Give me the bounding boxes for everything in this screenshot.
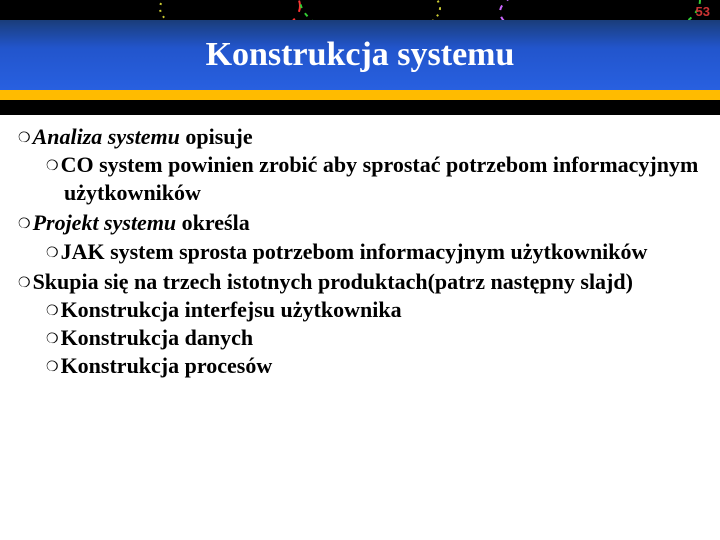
bullet-text: Skupia się na trzech istotnych produktac… bbox=[33, 269, 633, 294]
bullet-text: system powinien zrobić aby sprostać potr… bbox=[64, 152, 698, 205]
bullet-level2: ❍Konstrukcja procesów bbox=[46, 352, 702, 380]
title-underline bbox=[0, 90, 720, 102]
bullet-level2: ❍CO system powinien zrobić aby sprostać … bbox=[46, 151, 702, 207]
bullet-text: opisuje bbox=[180, 124, 253, 149]
bullet-text: Konstrukcja danych bbox=[61, 325, 254, 350]
bullet-level1: ❍Analiza systemu opisuje bbox=[18, 123, 702, 151]
title-bar: Konstrukcja systemu bbox=[0, 20, 720, 90]
bullet-icon: ❍ bbox=[46, 244, 59, 260]
bullet-icon: ❍ bbox=[18, 274, 31, 290]
bullet-text: system sprosta potrzebom informacyjnym u… bbox=[105, 239, 648, 264]
bullet-level2: ❍Konstrukcja danych bbox=[46, 324, 702, 352]
bullet-level1: ❍Projekt systemu określa bbox=[18, 209, 702, 237]
page-number: 53 bbox=[696, 4, 710, 19]
bullet-text-emphasis: Projekt systemu bbox=[33, 210, 177, 235]
bullet-icon: ❍ bbox=[46, 358, 59, 374]
slide-title: Konstrukcja systemu bbox=[206, 36, 515, 74]
bullet-text: Konstrukcja interfejsu użytkownika bbox=[61, 297, 402, 322]
bullet-icon: ❍ bbox=[46, 157, 59, 173]
bullet-level2: ❍JAK system sprosta potrzebom informacyj… bbox=[46, 238, 702, 266]
slide-content: ❍Analiza systemu opisuje ❍CO system powi… bbox=[0, 115, 720, 540]
bullet-text-emphasis: Analiza systemu bbox=[33, 124, 180, 149]
bullet-icon: ❍ bbox=[18, 215, 31, 231]
bullet-level1: ❍Skupia się na trzech istotnych produkta… bbox=[18, 268, 702, 296]
bullet-text: określa bbox=[176, 210, 250, 235]
bullet-text: Konstrukcja procesów bbox=[61, 353, 273, 378]
bullet-icon: ❍ bbox=[18, 129, 31, 145]
bullet-icon: ❍ bbox=[46, 330, 59, 346]
bullet-text-emphasis: JAK bbox=[61, 239, 105, 264]
bullet-text-emphasis: CO bbox=[61, 152, 94, 177]
bullet-icon: ❍ bbox=[46, 302, 59, 318]
bullet-level2: ❍Konstrukcja interfejsu użytkownika bbox=[46, 296, 702, 324]
